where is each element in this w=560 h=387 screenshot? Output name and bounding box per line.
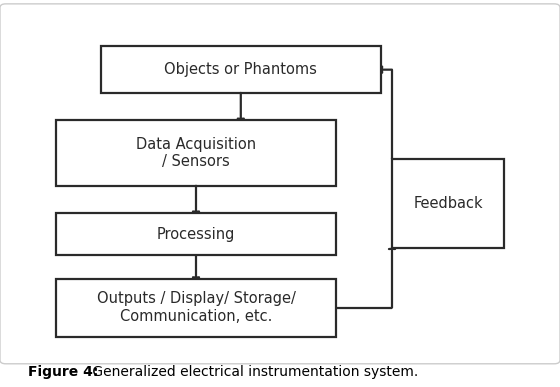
Text: Figure 4:: Figure 4:: [28, 365, 99, 378]
Text: Outputs / Display/ Storage/
Communication, etc.: Outputs / Display/ Storage/ Communicatio…: [96, 291, 296, 324]
FancyBboxPatch shape: [56, 279, 336, 337]
Text: Objects or Phantoms: Objects or Phantoms: [165, 62, 317, 77]
FancyBboxPatch shape: [56, 120, 336, 186]
FancyBboxPatch shape: [56, 213, 336, 255]
FancyBboxPatch shape: [392, 159, 504, 248]
FancyBboxPatch shape: [101, 46, 381, 93]
Text: Processing: Processing: [157, 227, 235, 241]
Text: Data Acquisition
/ Sensors: Data Acquisition / Sensors: [136, 137, 256, 169]
Text: Generalized electrical instrumentation system.: Generalized electrical instrumentation s…: [88, 365, 419, 378]
FancyBboxPatch shape: [0, 4, 560, 364]
Text: Feedback: Feedback: [413, 196, 483, 211]
